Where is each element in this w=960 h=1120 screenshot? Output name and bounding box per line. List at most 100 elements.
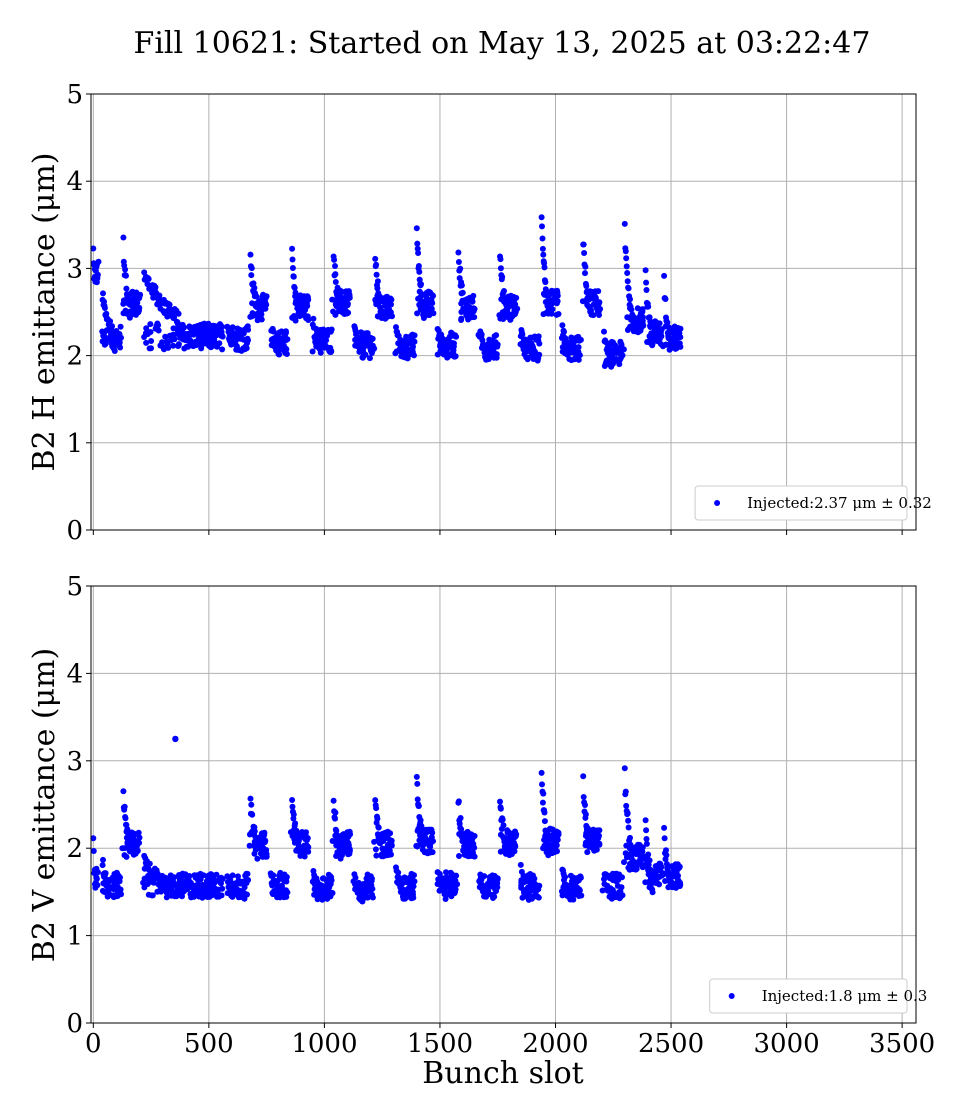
data-point	[596, 841, 603, 848]
data-point	[247, 795, 254, 802]
data-point	[310, 315, 317, 322]
data-point	[90, 848, 97, 854]
data-point	[455, 249, 462, 256]
data-point	[289, 265, 296, 271]
data-point	[136, 839, 143, 846]
bottom-panel: 0 500 1000 1500 2000 2500 3000 3500 0 1 2 3 4 5 Inject…	[66, 572, 935, 1059]
data-point	[649, 889, 656, 896]
data-point	[458, 282, 465, 289]
data-point	[583, 283, 590, 289]
data-point	[656, 881, 663, 888]
data-point	[471, 306, 478, 312]
data-point	[599, 887, 606, 894]
top-panel: 0 1 2 3 4 5 Injected:2.37 μm ± 0.32	[66, 80, 931, 546]
data-point	[677, 334, 684, 341]
data-point	[459, 289, 466, 296]
data-point	[410, 343, 416, 350]
data-point	[248, 272, 255, 279]
y-tick-label: 1	[66, 429, 83, 459]
data-point	[387, 830, 394, 837]
data-point	[596, 312, 602, 318]
outlier-point	[172, 735, 179, 743]
data-point	[582, 802, 588, 808]
data-point	[122, 266, 129, 273]
legend-label: Injected:2.37 μm ± 0.32	[747, 494, 932, 512]
data-point	[163, 894, 170, 901]
data-point	[289, 245, 296, 252]
data-point	[554, 848, 560, 855]
data-point	[101, 305, 108, 311]
data-point	[451, 340, 457, 347]
data-point	[374, 285, 381, 292]
data-point	[388, 296, 395, 303]
data-point	[283, 878, 290, 885]
legend-label: Injected:1.8 μm ± 0.3	[762, 987, 928, 1005]
data-point	[175, 310, 182, 317]
data-point	[283, 874, 290, 880]
data-point	[372, 797, 379, 804]
data-point	[329, 890, 336, 896]
data-point	[244, 323, 251, 330]
data-point	[471, 853, 478, 860]
data-point	[416, 268, 423, 275]
data-point	[186, 873, 193, 879]
data-point	[346, 850, 353, 857]
data-point	[136, 834, 143, 841]
data-point	[603, 339, 610, 346]
data-point	[328, 348, 335, 355]
data-point	[372, 846, 379, 853]
data-point	[216, 340, 223, 347]
data-point	[283, 346, 290, 353]
data-point	[301, 853, 308, 860]
data-point	[291, 315, 298, 322]
data-point	[639, 317, 646, 324]
data-point	[676, 863, 683, 870]
scatter-points	[90, 214, 684, 370]
data-point	[625, 824, 632, 831]
data-point	[639, 864, 646, 871]
data-point	[171, 336, 178, 343]
data-point	[494, 341, 501, 348]
data-point	[371, 838, 378, 845]
data-point	[621, 859, 627, 866]
data-point	[577, 336, 584, 343]
data-point	[113, 893, 120, 900]
data-point	[493, 332, 500, 339]
data-point	[465, 844, 472, 851]
data-point	[248, 265, 255, 272]
data-point	[373, 852, 380, 859]
data-point	[111, 348, 118, 354]
data-point	[663, 852, 670, 859]
data-point	[624, 810, 631, 817]
data-point	[454, 881, 461, 888]
data-point	[328, 877, 335, 884]
data-point	[283, 351, 290, 357]
data-point	[304, 835, 311, 842]
data-point	[135, 829, 142, 836]
x-tick-label: 1500	[407, 1029, 473, 1059]
top-y-axis-label: B2 H emittance (μm)	[27, 153, 62, 472]
data-point	[619, 874, 625, 881]
data-point	[430, 310, 437, 317]
data-point	[601, 328, 607, 335]
data-point	[625, 285, 632, 292]
data-point	[94, 882, 101, 889]
data-point	[553, 842, 560, 849]
data-point	[313, 875, 320, 882]
data-point	[200, 872, 207, 879]
data-point	[540, 790, 547, 797]
data-point	[639, 848, 646, 855]
data-point	[134, 847, 141, 854]
data-point	[270, 872, 277, 879]
data-point	[527, 888, 534, 895]
data-point	[493, 351, 500, 358]
legend: Injected:2.37 μm ± 0.32	[694, 485, 932, 521]
data-point	[219, 323, 226, 330]
x-tick-label: 3000	[754, 1029, 820, 1059]
data-point	[375, 824, 382, 831]
data-point	[501, 288, 507, 294]
data-point	[539, 245, 546, 252]
data-point	[245, 337, 251, 344]
data-point	[366, 355, 373, 362]
data-point	[645, 851, 652, 858]
